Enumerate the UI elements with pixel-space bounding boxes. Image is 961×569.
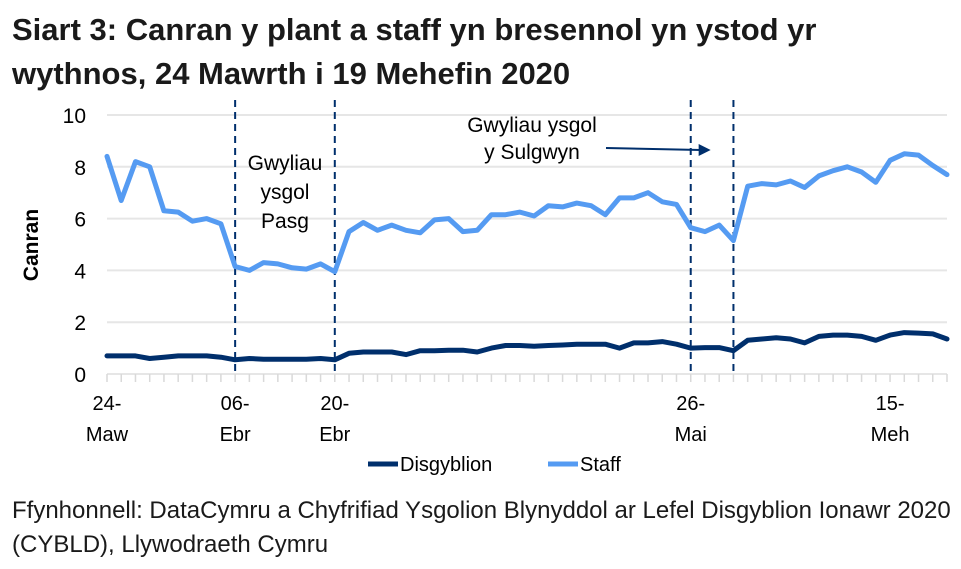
y-tick-label: 8 <box>74 157 86 180</box>
annotations: Gwyliau ysgol Pasg Gwyliau ysgol y Sulgwyn <box>248 114 711 233</box>
y-axis: 0 2 4 6 8 10 <box>63 105 87 387</box>
y-axis-label: Canran <box>20 209 43 281</box>
x-axis: 24- Maw 06- Ebr 20- Ebr 26- Mai 15- Meh <box>86 374 948 446</box>
y-tick-label: 10 <box>63 105 86 128</box>
series-line-staff <box>104 151 950 275</box>
source-note: Ffynhonnell: DataCymru a Chyfrifiad Ysgo… <box>12 497 951 558</box>
x-tick-label: 26- <box>676 393 705 415</box>
y-tick-label: 0 <box>74 364 86 387</box>
data-series <box>104 151 950 363</box>
x-tick-label: 06- <box>221 393 250 415</box>
easter-holiday-label: Pasg <box>261 210 309 233</box>
legend-label-disgyblion: Disgyblion <box>400 454 492 476</box>
chart-title: Siart 3: Canran y plant a staff yn brese… <box>12 12 817 91</box>
legend-label-staff: Staff <box>580 454 621 476</box>
x-tick-label: Maw <box>86 424 129 446</box>
y-tick-label: 2 <box>74 312 86 335</box>
x-tick-label: 20- <box>320 393 349 415</box>
y-tick-label: 4 <box>74 260 86 283</box>
x-tick-label: Meh <box>871 424 910 446</box>
y-tick-label: 6 <box>74 209 86 232</box>
legend: Disgyblion Staff <box>368 454 621 476</box>
x-tick-label: 24- <box>93 393 122 415</box>
gridlines <box>107 114 947 375</box>
x-tick-label: 15- <box>876 393 905 415</box>
annotation-arrow <box>605 147 701 151</box>
easter-holiday-label: Gwyliau <box>248 152 323 175</box>
x-tick-label: Mai <box>675 424 707 446</box>
series-line-disgyblion <box>104 330 950 363</box>
arrow-head-icon <box>698 144 711 156</box>
whitsun-holiday-label: Gwyliau ysgol <box>467 114 597 137</box>
whitsun-holiday-label: y Sulgwyn <box>484 141 580 164</box>
x-tick-label: Ebr <box>220 424 251 446</box>
x-tick-label: Ebr <box>319 424 350 446</box>
easter-holiday-label: ysgol <box>260 181 309 204</box>
